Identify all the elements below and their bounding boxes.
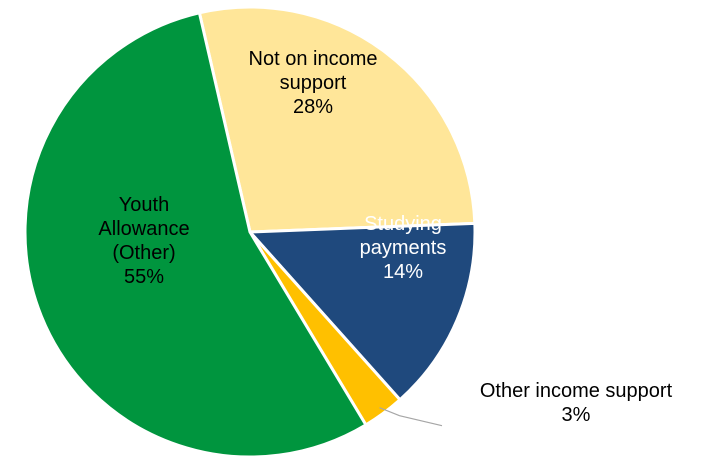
labels-layer: Not on income support 28% Studying payments 1…: [98, 48, 672, 426]
slice-label-1: Not on income support 28%: [249, 48, 378, 118]
pie-slice-2: [248, 221, 477, 402]
leader-lines-layer: [379, 407, 443, 427]
slice-label-4: Youth Allowance (Other) 55%: [98, 194, 189, 288]
pie-slice-1: [197, 5, 477, 234]
slices-layer: [23, 5, 477, 457]
slice-label-3: Other income support 3%: [480, 380, 673, 426]
leader-line: [379, 407, 443, 427]
slice-label-2: Studying payments 14%: [360, 213, 447, 283]
